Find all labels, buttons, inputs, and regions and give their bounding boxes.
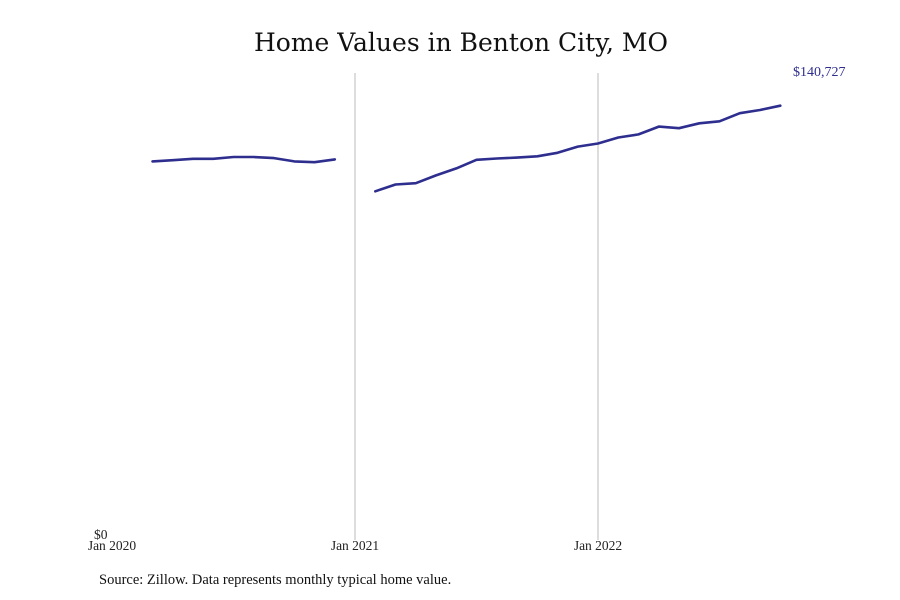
end-value-label: $140,727 [793,65,846,80]
x-tick-label: Jan 2020 [88,538,137,553]
x-tick-label: Jan 2021 [331,538,379,553]
series-line-segment-2 [374,104,782,193]
series-line-segment-1 [151,155,337,164]
series-lines [151,104,782,193]
y-tick-label: $0 [94,527,108,542]
grid-lines [354,73,599,540]
x-tick-label: Jan 2022 [574,538,622,553]
axis-ticks: Jan 2020 Jan 2021 Jan 2022 $0 [88,527,622,553]
source-note: Source: Zillow. Data represents monthly … [99,572,452,588]
chart-title: Home Values in Benton City, MO [254,28,668,57]
